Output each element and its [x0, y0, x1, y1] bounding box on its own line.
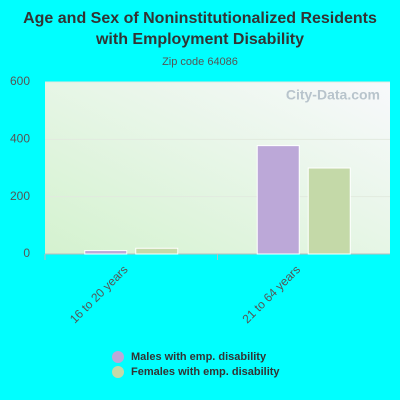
- y-tick-label: 200: [10, 189, 30, 203]
- chart-title: Age and Sex of Noninstitutionalized Resi…: [23, 10, 377, 48]
- y-tick-label: 600: [10, 74, 30, 88]
- bar: [307, 167, 351, 255]
- x-tick-label: 21 to 64 years: [239, 262, 303, 326]
- bar: [84, 250, 128, 255]
- y-tick-label: 400: [10, 132, 30, 146]
- legend-label: Males with emp. disability: [131, 351, 267, 363]
- bar: [256, 145, 300, 255]
- legend-marker: [112, 366, 124, 378]
- x-tick-label: 16 to 20 years: [67, 262, 131, 326]
- chart-subtitle: Zip code 64086: [162, 56, 238, 68]
- watermark: City-Data.com: [286, 87, 380, 103]
- legend-label: Females with emp. disability: [131, 366, 280, 378]
- legend-marker: [112, 351, 124, 363]
- y-tick-label: 0: [23, 246, 30, 260]
- bar: [135, 247, 179, 255]
